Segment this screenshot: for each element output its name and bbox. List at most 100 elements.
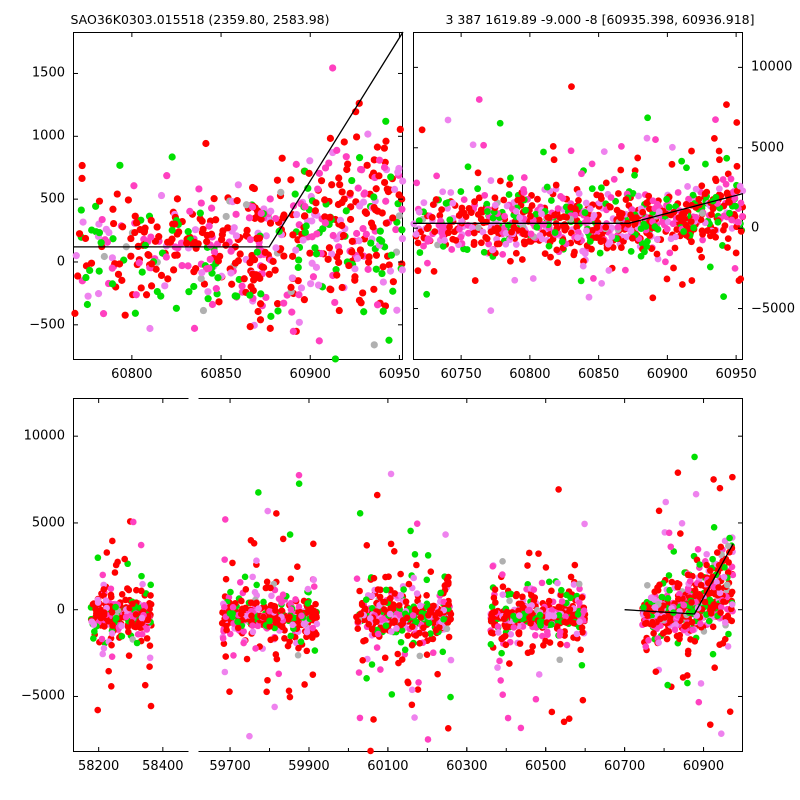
data-point: [255, 234, 264, 242]
data-point: [539, 632, 546, 640]
data-point: [724, 170, 732, 178]
data-point: [382, 622, 390, 629]
data-point: [333, 146, 341, 154]
data-point: [551, 229, 559, 236]
data-point: [562, 613, 569, 620]
data-point: [356, 165, 365, 174]
data-point: [516, 612, 523, 619]
data-point: [173, 230, 181, 238]
data-point: [643, 619, 650, 627]
data-point: [287, 632, 295, 640]
data-point: [359, 224, 367, 233]
data-point: [278, 154, 286, 162]
data-point: [184, 228, 192, 236]
data-point: [230, 224, 238, 232]
data-point: [233, 197, 241, 205]
data-point: [98, 215, 106, 224]
data-point: [410, 574, 418, 582]
data-point: [639, 208, 647, 216]
data-point: [311, 207, 319, 215]
data-point: [447, 189, 455, 196]
data-point: [428, 213, 436, 221]
data-point: [424, 237, 432, 245]
data-point: [265, 270, 273, 278]
data-point: [643, 243, 651, 250]
data-point: [494, 664, 501, 671]
data-point: [267, 207, 275, 215]
data-point: [376, 593, 384, 601]
data-point: [427, 630, 434, 637]
data-point: [78, 174, 86, 183]
data-point: [124, 585, 131, 592]
data-point: [108, 280, 117, 288]
data-point: [331, 355, 339, 363]
data-point: [284, 642, 292, 650]
data-point: [378, 616, 386, 624]
data-point: [377, 666, 384, 673]
data-point: [561, 618, 568, 626]
data-point: [575, 190, 583, 197]
data-point: [510, 624, 518, 631]
data-point: [387, 470, 395, 478]
data-point: [554, 259, 561, 267]
y-tick-label: 10000: [23, 428, 65, 444]
data-point: [489, 246, 496, 254]
data-point: [520, 615, 528, 622]
data-point: [109, 235, 117, 243]
data-point: [344, 160, 352, 168]
data-point: [574, 611, 582, 618]
data-point: [498, 649, 505, 657]
data-point: [684, 679, 691, 687]
y-tick-label: 5000: [31, 515, 65, 531]
data-point: [684, 571, 692, 579]
data-point: [706, 567, 714, 574]
data-point: [305, 169, 313, 177]
data-point: [463, 246, 471, 253]
data-point: [491, 608, 499, 616]
data-point: [132, 611, 140, 618]
data-point: [268, 592, 275, 600]
data-point: [553, 246, 561, 254]
data-point: [185, 288, 193, 296]
data-point: [526, 614, 533, 621]
data-point: [645, 192, 653, 200]
data-point: [618, 210, 626, 218]
data-point: [361, 208, 369, 216]
data-point: [717, 543, 725, 551]
data-point: [713, 549, 721, 556]
data-point: [556, 656, 564, 664]
data-point: [502, 229, 510, 237]
data-point: [108, 254, 116, 262]
data-point: [600, 148, 608, 156]
data-point: [288, 308, 296, 316]
data-point: [303, 628, 311, 636]
data-point: [95, 267, 103, 275]
data-point: [672, 621, 680, 629]
data-point: [725, 542, 732, 550]
data-point: [367, 239, 375, 247]
data-point: [310, 576, 318, 584]
data-point: [471, 198, 478, 206]
data-point: [246, 235, 254, 244]
data-point: [438, 227, 446, 235]
data-point: [292, 596, 299, 603]
data-point: [720, 573, 728, 581]
data-point: [642, 643, 650, 650]
data-point: [178, 261, 186, 270]
top-right-plot-area: [410, 32, 747, 360]
data-point: [133, 586, 140, 594]
data-point: [118, 276, 126, 284]
data-point: [231, 259, 240, 267]
data-point: [90, 621, 98, 629]
data-point: [232, 210, 240, 218]
data-point: [131, 228, 139, 237]
data-point: [411, 714, 418, 721]
data-point: [710, 476, 717, 483]
data-point: [487, 629, 495, 637]
data-point: [331, 298, 339, 307]
data-point: [273, 510, 280, 517]
data-point: [370, 716, 377, 723]
data-point: [703, 561, 710, 569]
data-point: [289, 252, 297, 260]
data-point: [257, 215, 265, 223]
